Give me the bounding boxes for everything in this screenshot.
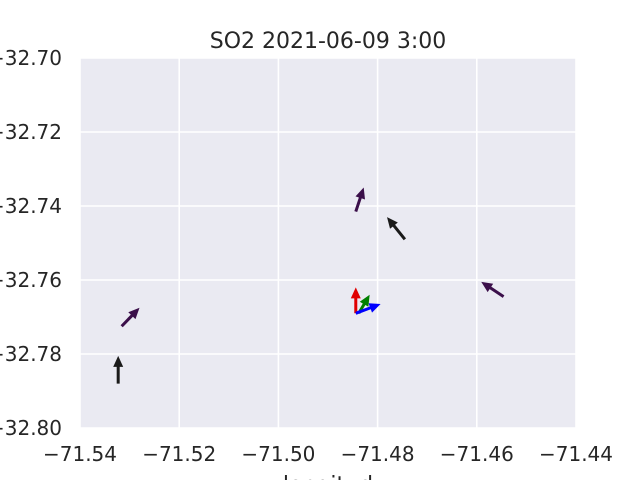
x-tick-label: −71.54: [43, 442, 117, 466]
chart-title: SO2 2021-06-09 3:00: [210, 29, 447, 54]
y-tick-label: −32.72: [0, 120, 62, 144]
x-tick-labels: −71.54 −71.52 −71.50 −71.48 −71.46 −71.44: [43, 442, 613, 466]
x-axis-label: longitud: [283, 473, 373, 480]
y-tick-label: −32.76: [0, 268, 62, 292]
quiver-arrow: [120, 307, 140, 328]
x-tick-label: −71.46: [440, 442, 514, 466]
x-tick-label: −71.52: [142, 442, 216, 466]
y-tick-label: −32.74: [0, 194, 62, 218]
arrow-layer: [113, 187, 505, 384]
quiver-arrow: [354, 187, 366, 213]
quiver-arrow: [113, 355, 124, 384]
y-tick-label: −32.78: [0, 342, 62, 366]
quiver-arrow: [387, 217, 407, 241]
x-tick-label: −71.44: [539, 442, 613, 466]
y-tick-labels: −32.70 −32.72 −32.74 −32.76 −32.78 −32.80: [0, 46, 62, 440]
quiver-arrow: [350, 287, 361, 314]
plot-area: [80, 58, 576, 428]
grid-lines: [79, 57, 577, 429]
quiver-arrow: [355, 303, 381, 315]
x-tick-label: −71.48: [341, 442, 415, 466]
y-tick-label: −32.70: [0, 46, 62, 70]
quiver-arrow: [481, 281, 505, 298]
x-tick-label: −71.50: [241, 442, 315, 466]
quiver-arrow: [357, 294, 370, 315]
y-tick-label: −32.80: [0, 416, 62, 440]
